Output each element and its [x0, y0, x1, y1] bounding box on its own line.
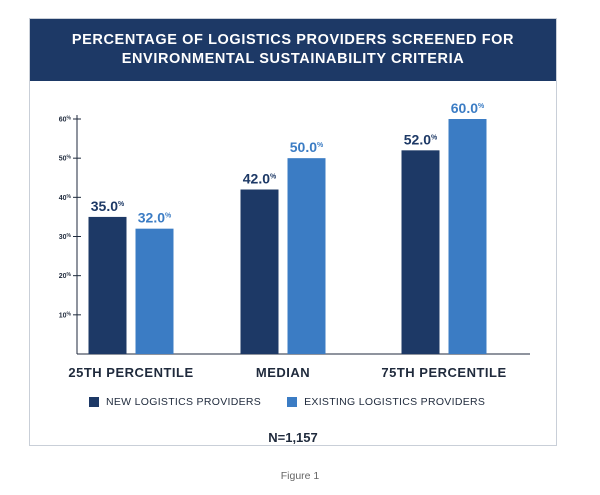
bar-new-0 [88, 216, 127, 354]
category-label-0: 25TH PERCENTILE [68, 365, 193, 379]
y-tick-label-10: 10% [59, 311, 72, 319]
legend-item-existing: EXISTING LOGISTICS PROVIDERS [287, 396, 485, 408]
value-label-new-1: 42.0% [243, 171, 277, 187]
chart-title-line2: ENVIRONMENTAL SUSTAINABILITY CRITERIA [121, 51, 465, 67]
y-tick-label-50: 50% [59, 155, 72, 163]
legend-label-existing: EXISTING LOGISTICS PROVIDERS [304, 396, 486, 408]
y-tick-label-20: 20% [59, 272, 72, 280]
category-label-2: 75TH PERCENTILE [381, 365, 506, 379]
legend-swatch-new [89, 397, 99, 407]
y-tick-label-40: 40% [59, 194, 72, 202]
chart-title-bar: PERCENTAGE OF LOGISTICS PROVIDERS SCREEN… [30, 19, 556, 81]
value-label-new-2: 52.0% [404, 131, 438, 147]
y-tick-label-30: 30% [59, 233, 72, 241]
value-label-existing-1: 50.0% [290, 139, 324, 155]
bar-existing-2 [448, 119, 487, 354]
chart-title-line1: PERCENTAGE OF LOGISTICS PROVIDERS SCREEN… [71, 32, 515, 48]
bar-new-2 [401, 150, 440, 354]
bar-chart: 10% 20% 30% 40% 50% 60% 35.0% 32.0% 25TH PERCENT… [59, 100, 530, 379]
value-label-new-0: 35.0% [91, 198, 125, 214]
figure-caption: Figure 1 [280, 470, 320, 482]
legend-swatch-existing [287, 397, 298, 407]
category-label-1: MEDIAN [256, 365, 310, 379]
sample-size-note: N=1,157 [268, 430, 318, 445]
legend-label-new: NEW LOGISTICS PROVIDERS [106, 396, 262, 408]
y-tick-label-60: 60% [59, 116, 72, 124]
bar-new-1 [240, 189, 279, 354]
bar-existing-0 [135, 228, 174, 354]
bar-existing-1 [287, 158, 326, 354]
legend-item-new: NEW LOGISTICS PROVIDERS [89, 396, 261, 408]
chart-legend: NEW LOGISTICS PROVIDERS EXISTING LOGISTI… [89, 396, 485, 408]
chart-card: PERCENTAGE OF LOGISTICS PROVIDERS SCREEN… [29, 18, 557, 446]
value-label-existing-0: 32.0% [138, 210, 172, 226]
value-label-existing-2: 60.0% [451, 100, 485, 116]
